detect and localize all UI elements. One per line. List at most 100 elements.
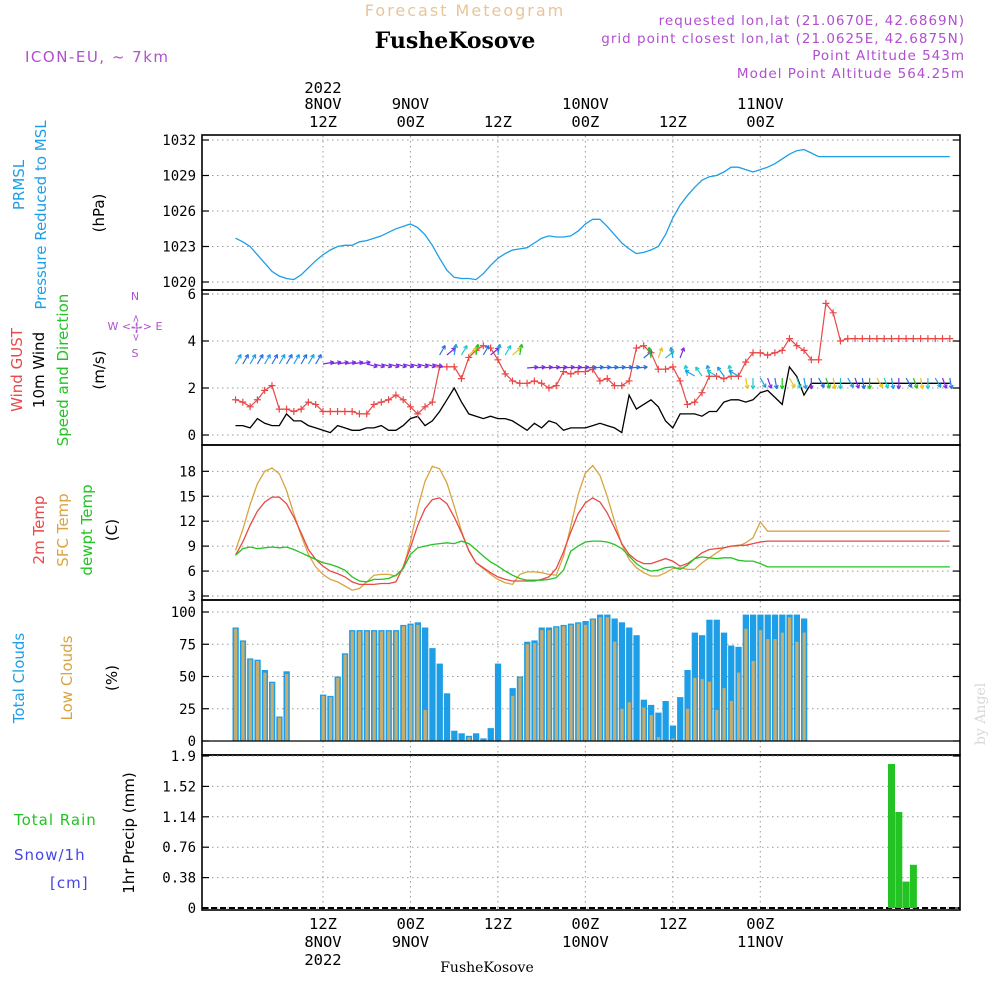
low-cloud-bar [576,623,580,741]
top-axis-date: 10NOV [562,95,609,113]
wind-direction-arrow [941,377,948,389]
gust-marker [261,386,269,394]
wind-direction-arrow [271,353,279,365]
pressure-unit-label: (hPa) [90,194,108,233]
low-cloud-bar [423,710,427,741]
gust-marker [560,368,568,376]
wind-direction-arrow [432,363,444,369]
gust-marker [632,344,640,352]
gust-marker [567,370,575,378]
gust-marker [348,408,356,415]
panel-precip: 0 0.38 0.76 1.14 1.52 1.9 Total Rain Snow/1h [cm… [13,749,961,917]
gust-marker [669,363,677,371]
y-tick-label: 0 [188,901,196,917]
temp-unit-label: (C) [103,519,121,541]
low-cloud-bar [321,695,325,741]
total-cloud-bar [480,738,487,741]
panel-frame [201,134,961,291]
low-cloud-bar [562,626,566,741]
wind-direction-arrow [925,378,931,390]
gust-marker [742,358,750,366]
low-cloud-bar [751,661,755,741]
wind-direction-arrow [439,344,446,356]
gust-marker [377,398,385,406]
total-cloud-bar [458,733,465,741]
gust-marker [253,396,261,404]
low-cloud-bar [547,630,551,741]
bottom-axis-hour: 12Z [659,915,687,933]
gust-marker [385,396,393,404]
gust-marker [450,363,458,371]
gust-marker [611,382,619,390]
low-cloud-bar [416,624,420,741]
gust-marker [858,335,866,343]
gust-marker [406,403,414,411]
gust-marker [399,396,407,404]
wind-direction-arrow [876,377,883,389]
total-cloud-bar [728,645,735,741]
low-cloud-bar [656,737,661,741]
wind-direction-arrow [854,377,860,389]
gust-marker [428,398,436,406]
gust-marker [880,335,888,343]
rain-bar [909,864,917,908]
gust-marker [516,379,524,387]
gust-marker [363,410,371,418]
clouds-axis-label-low: Low Clouds [58,635,76,720]
low-cloud-bar [744,628,748,741]
low-cloud-bar [248,659,252,741]
y-tick-label: 2 [188,381,196,397]
wind-direction-arrow [832,377,837,390]
low-cloud-bar [620,708,624,742]
low-cloud-bar [387,631,391,741]
wind-direction-arrow [744,377,750,390]
wind-direction-arrow [934,377,942,389]
low-cloud-bar [525,644,529,742]
y-tick-label: 75 [179,637,196,653]
gust-marker [909,335,917,343]
low-cloud-bar [343,654,347,741]
low-cloud-bar [540,630,544,741]
gust-marker [654,365,662,373]
low-cloud-bar [285,673,289,741]
wind-direction-arrow [307,353,315,365]
wind-axis-label-dir: Speed and Direction [54,294,72,447]
low-cloud-bar [358,631,362,741]
compass-we: W <-|-> E [108,320,163,333]
gust-marker [465,353,473,361]
gust-marker [574,368,582,376]
total-cloud-bar [633,635,640,741]
low-cloud-bar [700,679,704,741]
gust-marker [290,408,298,415]
wind-direction-arrow [679,347,686,359]
gust-marker [414,410,422,418]
wind-direction-arrow [657,347,664,359]
gust-marker [538,379,546,387]
gust-marker [457,375,465,383]
gust-marker [676,377,684,385]
wind-axis-label-wind: 10m Wind [30,332,48,408]
low-cloud-bar [234,628,238,741]
bottom-axis-hour: 00Z [571,915,599,933]
wind-direction-arrow [919,377,925,390]
panel-frame [201,754,961,911]
y-tick-label: 100 [171,605,196,621]
top-axis-hour: 12Z [659,113,687,131]
gust-marker [836,337,844,345]
low-cloud-bar [598,617,602,741]
wind-direction-arrow [948,377,954,390]
gust-marker [683,400,691,408]
top-axis-date: 8NOV [304,95,341,113]
gust-marker [771,349,779,357]
wind-direction-arrow [278,353,286,365]
wind-speed-line [235,365,950,434]
wind-direction-arrow [838,378,843,390]
model-altitude: Model Point Altitude 564.25m [737,66,965,82]
gust-marker [785,335,793,343]
wind-direction-arrow [460,344,468,356]
wind-direction-arrow [256,353,264,365]
y-tick-label: 12 [179,514,196,530]
gust-marker [931,335,939,343]
